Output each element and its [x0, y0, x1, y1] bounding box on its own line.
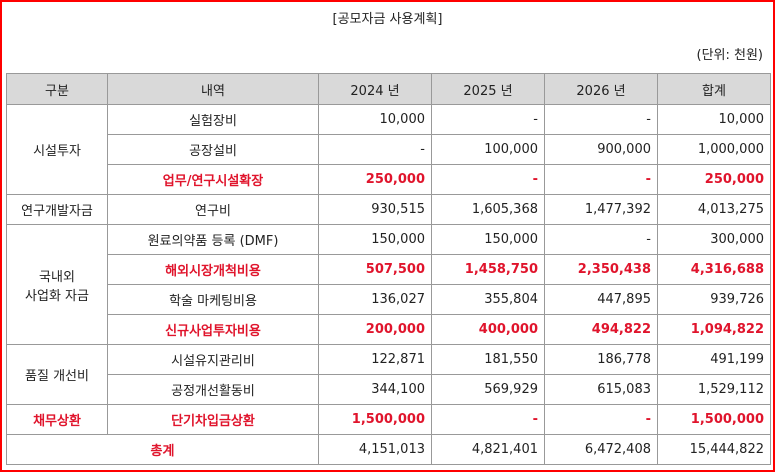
value-cell: 150,000 — [318, 224, 432, 255]
value-cell: 300,000 — [657, 224, 771, 255]
item-label: 신규사업투자비용 — [107, 314, 319, 345]
value-cell: 494,822 — [544, 314, 658, 345]
table-row: 공정개선활동비 344,100 569,929 615,083 1,529,112 — [7, 374, 771, 405]
value-cell: 1,500,000 — [318, 404, 432, 435]
value-cell: 447,895 — [544, 284, 658, 315]
value-cell: 181,550 — [431, 344, 545, 375]
table-row: 국내외 사업화 자금 원료의약품 등록 (DMF) 150,000 150,000-3… — [6, 224, 771, 345]
value-cell: - — [431, 164, 545, 195]
value-cell: 1,500,000 — [657, 404, 771, 435]
total-cell: 4,821,401 — [431, 434, 545, 465]
value-cell: 615,083 — [544, 374, 658, 405]
value-cell: 491,199 — [657, 344, 771, 375]
column-header: 합계 — [657, 73, 771, 105]
value-cell: 344,100 — [318, 374, 432, 405]
item-label: 업무/연구시설확장 — [107, 164, 319, 195]
value-cell: 150,000 — [431, 224, 545, 255]
value-cell: 2,350,438 — [544, 254, 658, 285]
value-cell: 1,000,000 — [657, 134, 771, 165]
table-row: 시설투자 실험장비 10,000- -10,000 — [6, 104, 771, 195]
column-header: 2024 년 — [318, 73, 432, 105]
item-label: 학술 마케팅비용 — [107, 284, 319, 315]
table-row: 업무/연구시설확장 250,000- -250,000 — [7, 164, 771, 195]
group-label: 채무상환 — [6, 404, 108, 435]
value-cell: 10,000 — [318, 104, 432, 135]
value-cell: 1,458,750 — [431, 254, 545, 285]
value-cell: 930,515 — [318, 194, 432, 225]
value-cell: 355,804 — [431, 284, 545, 315]
item-label: 원료의약품 등록 (DMF) — [107, 224, 319, 255]
table-row: 학술 마케팅비용 136,027 355,804 447,895 939,726 — [7, 284, 771, 315]
value-cell: 250,000 — [318, 164, 432, 195]
table-row: 공장설비 -100,000 900,000 1,000,000 — [7, 134, 771, 165]
group-label: 국내외 사업화 자금 — [6, 224, 108, 345]
table-row: 연구개발자금 연구비 930,515 1,605,368 1,477,392 4,013,… — [6, 194, 771, 225]
group-label: 품질 개선비 — [6, 344, 108, 405]
value-cell: 507,500 — [318, 254, 432, 285]
item-label: 해외시장개척비용 — [107, 254, 319, 285]
column-header: 구분 — [6, 73, 108, 105]
item-label: 공정개선활동비 — [107, 374, 319, 405]
unit-note: (단위: 천원) — [696, 48, 764, 63]
header-row: 구분 내역 2024 년 2025 년 2026 년 합계 — [6, 73, 771, 105]
value-cell: 10,000 — [657, 104, 771, 135]
value-cell: 900,000 — [544, 134, 658, 165]
value-cell: 1,477,392 — [544, 194, 658, 225]
table-row: 품질 개선비 시설유지관리비 122,871 181,550 186,778 491,19… — [6, 344, 771, 405]
value-cell: 4,316,688 — [657, 254, 771, 285]
total-cell: 4,151,013 — [318, 434, 432, 465]
total-cell: 6,472,408 — [544, 434, 658, 465]
fund-table: 구분 내역 2024 년 2025 년 2026 년 합계 시설투자 실험장비 10,000-… — [6, 73, 771, 465]
title: [공모자금 사용계획] — [332, 12, 443, 27]
value-cell: 136,027 — [318, 284, 432, 315]
value-cell: 4,013,275 — [657, 194, 771, 225]
value-cell: - — [544, 164, 658, 195]
value-cell: - — [431, 404, 545, 435]
group-label: 연구개발자금 — [6, 194, 108, 225]
item-label: 연구비 — [107, 194, 319, 225]
value-cell: 100,000 — [431, 134, 545, 165]
value-cell: - — [431, 104, 545, 135]
table-row: 신규사업투자비용 200,000 400,000 494,822 1,094,822 — [7, 314, 771, 345]
value-cell: 1,605,368 — [431, 194, 545, 225]
value-cell: - — [318, 134, 432, 165]
table-row: 해외시장개척비용 507,500 1,458,750 2,350,438 4,316,6… — [7, 254, 771, 285]
value-cell: 939,726 — [657, 284, 771, 315]
value-cell: 569,929 — [431, 374, 545, 405]
value-cell: - — [544, 224, 658, 255]
item-label: 단기차입금상환 — [107, 404, 319, 435]
total-cell: 15,444,822 — [657, 434, 771, 465]
table-body: 시설투자 실험장비 10,000- -10,000 공장설비 -100,000 900,00… — [6, 104, 771, 465]
value-cell: - — [544, 404, 658, 435]
column-header: 2025 년 — [431, 73, 545, 105]
value-cell: 186,778 — [544, 344, 658, 375]
value-cell: - — [544, 104, 658, 135]
item-label: 실험장비 — [107, 104, 319, 135]
total-label: 총계 — [6, 434, 319, 465]
total-row: 총계 4,151,013 4,821,401 6,472,408 15,444,822 — [6, 434, 771, 465]
value-cell: 400,000 — [431, 314, 545, 345]
table-row: 채무상환 단기차입금상환 1,500,000- -1,500,000 — [6, 404, 771, 435]
item-label: 공장설비 — [107, 134, 319, 165]
value-cell: 250,000 — [657, 164, 771, 195]
value-cell: 1,094,822 — [657, 314, 771, 345]
value-cell: 1,529,112 — [657, 374, 771, 405]
item-label: 시설유지관리비 — [107, 344, 319, 375]
value-cell: 122,871 — [318, 344, 432, 375]
column-header: 내역 — [107, 73, 319, 105]
column-header: 2026 년 — [544, 73, 658, 105]
group-label: 시설투자 — [6, 104, 108, 195]
value-cell: 200,000 — [318, 314, 432, 345]
